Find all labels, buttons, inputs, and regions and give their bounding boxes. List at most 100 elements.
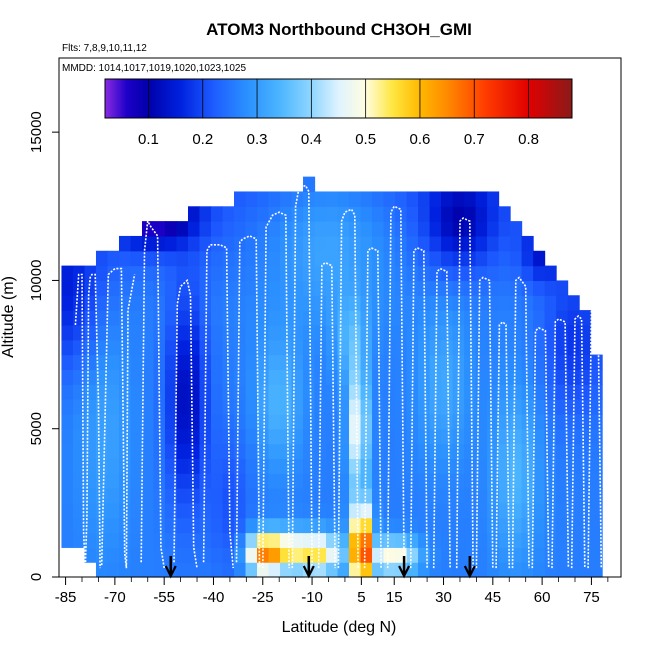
heatmap-cell xyxy=(141,384,155,400)
heatmap-cell xyxy=(291,295,304,311)
colorbar: 0.1 0.2 0.3 0.4 0.5 0.6 0.7 0.8 xyxy=(104,78,573,148)
heatmap-cell xyxy=(141,428,155,445)
heatmap-cell xyxy=(118,354,132,370)
heatmap-cell xyxy=(372,280,385,296)
heatmap-cell xyxy=(556,547,569,563)
heatmap-cell xyxy=(475,532,488,548)
heatmap-cell xyxy=(406,458,419,474)
heatmap-cell xyxy=(72,413,86,430)
heatmap-cell xyxy=(141,443,155,459)
heatmap-cell xyxy=(510,532,523,548)
heatmap-cell xyxy=(533,428,546,445)
heatmap-cell xyxy=(280,502,293,519)
heatmap-cell xyxy=(395,384,408,400)
x-tick-label: -85 xyxy=(55,589,77,606)
heatmap-cell xyxy=(130,354,143,370)
x-tick-label: 5 xyxy=(357,589,365,606)
heatmap-cell xyxy=(464,517,477,534)
heatmap-cell xyxy=(556,502,569,519)
heatmap-cell xyxy=(84,458,97,474)
heatmap-cell xyxy=(590,428,603,445)
heatmap-cell xyxy=(314,235,327,252)
heatmap-cell xyxy=(222,384,235,400)
heatmap-cell xyxy=(72,458,86,474)
heatmap-cell xyxy=(280,369,293,385)
heatmap-cell xyxy=(533,488,546,504)
heatmap-cell xyxy=(211,413,224,430)
heatmap-cell xyxy=(452,191,465,207)
heatmap-cell xyxy=(383,488,396,504)
heatmap-cell xyxy=(188,369,201,385)
heatmap-cell xyxy=(567,413,580,430)
heatmap-cell xyxy=(234,324,247,341)
heatmap-cell xyxy=(533,502,546,519)
heatmap-cell xyxy=(395,265,408,282)
heatmap-cell xyxy=(222,324,235,341)
x-tick-label: -25 xyxy=(252,589,274,606)
heatmap-cell xyxy=(303,176,316,193)
heatmap-cell xyxy=(199,206,212,222)
heatmap-cell xyxy=(544,473,557,489)
y-tick-label: 5000 xyxy=(28,412,45,445)
heatmap-cell xyxy=(533,413,546,430)
heatmap-cell xyxy=(211,339,224,356)
x-tick-label: 45 xyxy=(484,589,501,606)
heatmap-cell xyxy=(383,532,396,548)
heatmap-cell xyxy=(107,532,120,548)
heatmap-cell xyxy=(176,473,189,489)
heatmap-cell xyxy=(303,324,316,341)
heatmap-cell xyxy=(510,250,523,267)
heatmap-cell xyxy=(326,369,339,385)
heatmap-cell xyxy=(199,280,212,296)
heatmap-cell xyxy=(556,443,569,459)
heatmap-cell xyxy=(326,458,339,474)
heatmap-cell xyxy=(72,502,86,519)
heatmap-cell xyxy=(188,354,201,370)
heatmap-cell xyxy=(303,339,316,356)
heatmap-cell xyxy=(268,280,281,296)
heatmap-cell xyxy=(130,369,143,385)
heatmap-cell xyxy=(245,295,258,311)
heatmap-cell xyxy=(268,295,281,311)
heatmap-cell xyxy=(61,339,74,356)
x-tick-label: 60 xyxy=(534,589,551,606)
arrow-marker-head xyxy=(302,565,315,579)
heatmap-cell xyxy=(188,547,201,563)
heatmap-cell xyxy=(464,295,477,311)
heatmap-cell xyxy=(487,310,500,326)
heatmap-cell xyxy=(372,458,385,474)
heatmap-cell xyxy=(176,458,189,474)
heatmap-cell xyxy=(95,428,109,445)
heatmap-cell xyxy=(360,428,373,445)
heatmap-cell xyxy=(234,473,247,489)
heatmap-cell xyxy=(211,562,224,578)
heatmap-cell xyxy=(498,354,511,370)
flight-track xyxy=(570,314,586,569)
heatmap-cell xyxy=(118,502,132,519)
heatmap-cell xyxy=(257,206,270,222)
heatmap-cell xyxy=(395,428,408,445)
heatmap-cell xyxy=(556,295,569,311)
heatmap-cell xyxy=(153,354,166,370)
heatmap-cell xyxy=(130,517,143,534)
heatmap-cell xyxy=(164,310,178,326)
heatmap-cell xyxy=(418,473,431,489)
heatmap-cell xyxy=(579,443,592,459)
heatmap-cell xyxy=(280,443,293,459)
heatmap-cell xyxy=(487,339,500,356)
heatmap-cell xyxy=(429,354,442,370)
heatmap-cell xyxy=(521,235,534,252)
heatmap-cell xyxy=(245,354,258,370)
heatmap-cell xyxy=(567,547,580,563)
heatmap-cell xyxy=(567,339,580,356)
heatmap-cell xyxy=(349,502,362,519)
heatmap-cell xyxy=(164,354,178,370)
heatmap-cell xyxy=(326,547,339,563)
y-axis-label: Altitude (m) xyxy=(0,276,17,358)
heatmap-cell xyxy=(441,502,454,519)
heatmap-cell xyxy=(257,443,270,459)
heatmap-cell xyxy=(245,324,258,341)
heatmap-cell xyxy=(211,384,224,400)
heatmap-cell xyxy=(314,265,327,282)
heatmap-cell xyxy=(61,354,74,370)
